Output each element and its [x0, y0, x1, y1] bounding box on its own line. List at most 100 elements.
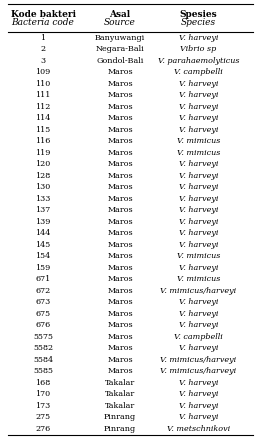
- Text: Vibrio sp: Vibrio sp: [180, 45, 216, 53]
- Text: V. harveyi: V. harveyi: [179, 218, 218, 226]
- Text: V. mimicus/harveyi: V. mimicus/harveyi: [160, 356, 236, 364]
- Text: 5582: 5582: [33, 344, 53, 352]
- Text: V. harveyi: V. harveyi: [179, 91, 218, 99]
- Text: Maros: Maros: [107, 149, 133, 157]
- Text: Maros: Maros: [107, 137, 133, 145]
- Text: Maros: Maros: [107, 91, 133, 99]
- Text: Maros: Maros: [107, 264, 133, 272]
- Text: V. harveyi: V. harveyi: [179, 402, 218, 410]
- Text: 170: 170: [35, 390, 51, 398]
- Text: Maros: Maros: [107, 275, 133, 283]
- Text: 112: 112: [35, 103, 51, 111]
- Text: Maros: Maros: [107, 172, 133, 180]
- Text: 672: 672: [35, 287, 51, 295]
- Text: 5585: 5585: [33, 367, 53, 375]
- Text: V. mimicus/harveyi: V. mimicus/harveyi: [160, 287, 236, 295]
- Text: V. harveyi: V. harveyi: [179, 160, 218, 168]
- Text: Takalar: Takalar: [105, 402, 135, 410]
- Text: Maros: Maros: [107, 344, 133, 352]
- Text: 5575: 5575: [33, 333, 53, 341]
- Text: 133: 133: [35, 195, 51, 203]
- Text: Gondol-Bali: Gondol-Bali: [96, 57, 144, 65]
- Text: Maros: Maros: [107, 206, 133, 214]
- Text: Takalar: Takalar: [105, 390, 135, 398]
- Text: Maros: Maros: [107, 229, 133, 237]
- Text: 5584: 5584: [33, 356, 53, 364]
- Text: Maros: Maros: [107, 298, 133, 306]
- Text: V. harveyi: V. harveyi: [179, 310, 218, 318]
- Text: V. mimicus: V. mimicus: [177, 137, 220, 145]
- Text: Maros: Maros: [107, 195, 133, 203]
- Text: V. harveyi: V. harveyi: [179, 172, 218, 180]
- Text: V. harveyi: V. harveyi: [179, 195, 218, 203]
- Text: V. campbelli: V. campbelli: [174, 333, 223, 341]
- Text: 673: 673: [35, 298, 51, 306]
- Text: Pinrang: Pinrang: [104, 413, 136, 421]
- Text: Maros: Maros: [107, 287, 133, 295]
- Text: 137: 137: [35, 206, 51, 214]
- Text: Maros: Maros: [107, 218, 133, 226]
- Text: V. harveyi: V. harveyi: [179, 126, 218, 134]
- Text: Maros: Maros: [107, 321, 133, 329]
- Text: V. mimicus: V. mimicus: [177, 149, 220, 157]
- Text: Maros: Maros: [107, 310, 133, 318]
- Text: V. campbelli: V. campbelli: [174, 68, 223, 76]
- Text: 115: 115: [35, 126, 51, 134]
- Text: V. metschnikovi: V. metschnikovi: [167, 425, 230, 433]
- Text: 110: 110: [35, 80, 51, 88]
- Text: Maros: Maros: [107, 103, 133, 111]
- Text: Maros: Maros: [107, 333, 133, 341]
- Text: 1: 1: [40, 34, 46, 42]
- Text: V. harveyi: V. harveyi: [179, 80, 218, 88]
- Text: 173: 173: [35, 402, 51, 410]
- Text: V. harveyi: V. harveyi: [179, 344, 218, 352]
- Text: Maros: Maros: [107, 183, 133, 191]
- Text: V. parahaemolyticus: V. parahaemolyticus: [158, 57, 239, 65]
- Text: V. harveyi: V. harveyi: [179, 229, 218, 237]
- Text: 168: 168: [35, 379, 51, 387]
- Text: V. harveyi: V. harveyi: [179, 241, 218, 249]
- Text: Pinrang: Pinrang: [104, 425, 136, 433]
- Text: V. harveyi: V. harveyi: [179, 183, 218, 191]
- Text: Negara-Bali: Negara-Bali: [96, 45, 144, 53]
- Text: 120: 120: [35, 160, 51, 168]
- Text: 276: 276: [35, 425, 51, 433]
- Text: Asal: Asal: [110, 10, 130, 19]
- Text: Banyuwangi: Banyuwangi: [95, 34, 145, 42]
- Text: Kode bakteri: Kode bakteri: [10, 10, 76, 19]
- Text: 111: 111: [35, 91, 51, 99]
- Text: 119: 119: [35, 149, 51, 157]
- Text: V. harveyi: V. harveyi: [179, 114, 218, 122]
- Text: V. harveyi: V. harveyi: [179, 264, 218, 272]
- Text: V. harveyi: V. harveyi: [179, 34, 218, 42]
- Text: 128: 128: [35, 172, 51, 180]
- Text: 2: 2: [40, 45, 46, 53]
- Text: Maros: Maros: [107, 68, 133, 76]
- Text: 114: 114: [35, 114, 51, 122]
- Text: Maros: Maros: [107, 241, 133, 249]
- Text: Maros: Maros: [107, 252, 133, 260]
- Text: V. harveyi: V. harveyi: [179, 206, 218, 214]
- Text: 139: 139: [35, 218, 51, 226]
- Text: V. harveyi: V. harveyi: [179, 379, 218, 387]
- Text: Maros: Maros: [107, 367, 133, 375]
- Text: Spesies: Spesies: [180, 10, 217, 19]
- Text: 145: 145: [35, 241, 51, 249]
- Text: Maros: Maros: [107, 160, 133, 168]
- Text: Maros: Maros: [107, 114, 133, 122]
- Text: V. harveyi: V. harveyi: [179, 321, 218, 329]
- Text: 116: 116: [35, 137, 51, 145]
- Text: Species: Species: [181, 18, 216, 27]
- Text: 159: 159: [35, 264, 51, 272]
- Text: 3: 3: [40, 57, 46, 65]
- Text: 144: 144: [35, 229, 51, 237]
- Text: V. harveyi: V. harveyi: [179, 298, 218, 306]
- Text: Takalar: Takalar: [105, 379, 135, 387]
- Text: 671: 671: [35, 275, 51, 283]
- Text: 676: 676: [35, 321, 51, 329]
- Text: Maros: Maros: [107, 356, 133, 364]
- Text: Maros: Maros: [107, 126, 133, 134]
- Text: 109: 109: [35, 68, 51, 76]
- Text: V. mimicus: V. mimicus: [177, 275, 220, 283]
- Text: 130: 130: [35, 183, 51, 191]
